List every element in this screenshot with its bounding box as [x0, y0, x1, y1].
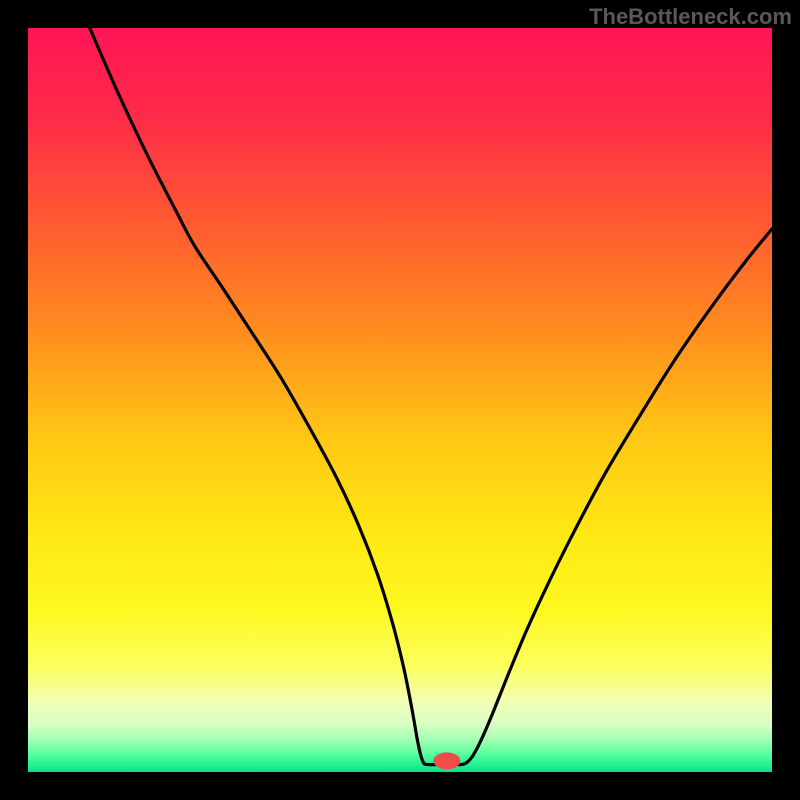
bottleneck-curve-chart	[0, 0, 800, 800]
optimum-marker	[434, 753, 460, 769]
watermark-label: TheBottleneck.com	[589, 4, 792, 30]
chart-container: TheBottleneck.com	[0, 0, 800, 800]
